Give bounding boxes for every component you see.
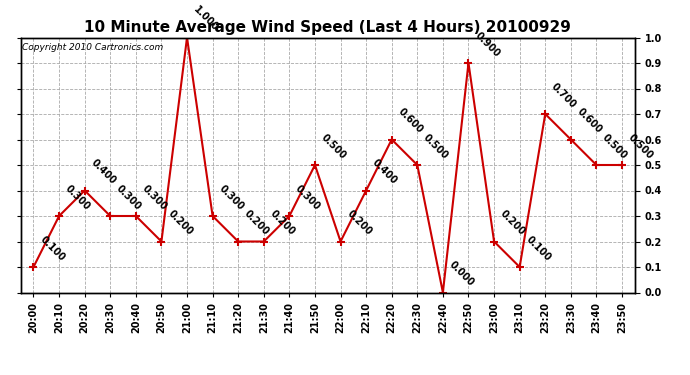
Text: 0.600: 0.600 <box>396 106 425 135</box>
Text: 0.200: 0.200 <box>166 209 195 237</box>
Text: 0.100: 0.100 <box>524 234 553 263</box>
Text: 0.600: 0.600 <box>575 106 604 135</box>
Text: 0.300: 0.300 <box>217 183 246 212</box>
Text: 0.300: 0.300 <box>140 183 169 212</box>
Text: 0.200: 0.200 <box>345 209 373 237</box>
Text: 0.500: 0.500 <box>600 132 629 161</box>
Text: 0.500: 0.500 <box>626 132 655 161</box>
Text: 0.400: 0.400 <box>89 158 118 186</box>
Text: 0.300: 0.300 <box>63 183 92 212</box>
Text: 0.200: 0.200 <box>242 209 271 237</box>
Text: 0.200: 0.200 <box>268 209 297 237</box>
Text: Copyright 2010 Cartronics.com: Copyright 2010 Cartronics.com <box>22 43 163 52</box>
Text: 0.300: 0.300 <box>115 183 144 212</box>
Text: 0.100: 0.100 <box>38 234 66 263</box>
Text: 0.300: 0.300 <box>293 183 322 212</box>
Title: 10 Minute Average Wind Speed (Last 4 Hours) 20100929: 10 Minute Average Wind Speed (Last 4 Hou… <box>84 20 571 35</box>
Text: 0.400: 0.400 <box>371 158 399 186</box>
Text: 0.200: 0.200 <box>498 209 527 237</box>
Text: 0.000: 0.000 <box>447 260 476 288</box>
Text: 0.900: 0.900 <box>473 30 502 59</box>
Text: 0.500: 0.500 <box>319 132 348 161</box>
Text: 0.700: 0.700 <box>549 81 578 110</box>
Text: 0.500: 0.500 <box>422 132 451 161</box>
Text: 1.000: 1.000 <box>191 4 220 33</box>
